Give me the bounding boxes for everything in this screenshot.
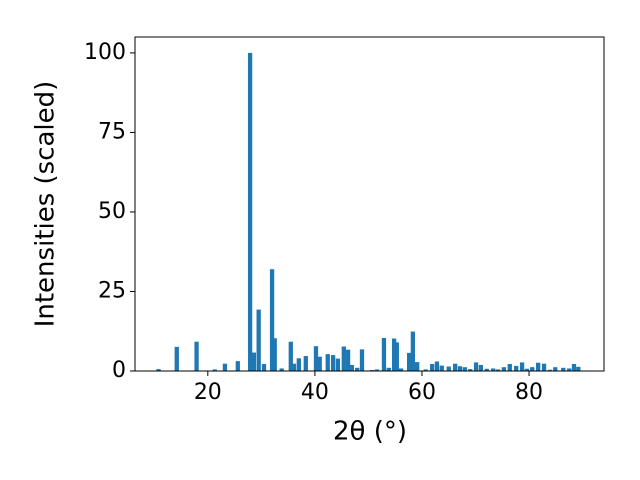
x-tick-label: 60 xyxy=(408,380,436,405)
bar xyxy=(536,362,541,371)
y-tick-label: 0 xyxy=(112,358,126,383)
bar xyxy=(325,354,330,371)
x-axis-label: 2θ (°) xyxy=(333,417,407,447)
bar xyxy=(174,346,179,371)
bar xyxy=(330,355,336,371)
y-tick-label: 25 xyxy=(98,278,126,303)
x-tick-label: 40 xyxy=(301,380,329,405)
y-tick-label: 100 xyxy=(84,40,126,65)
bar xyxy=(406,352,412,371)
bar xyxy=(374,369,380,371)
bar xyxy=(269,269,275,371)
x-tick-label: 20 xyxy=(194,380,222,405)
bar xyxy=(212,369,217,371)
bar xyxy=(247,52,253,372)
bar xyxy=(256,309,261,371)
bar xyxy=(381,337,387,371)
bar xyxy=(446,366,451,371)
x-tick-label: 80 xyxy=(515,380,543,405)
bar xyxy=(495,369,501,371)
bar xyxy=(349,364,354,371)
bar xyxy=(156,369,161,371)
bar xyxy=(341,346,346,371)
bar xyxy=(386,367,391,371)
bar xyxy=(317,356,322,371)
bar xyxy=(524,368,530,371)
bar xyxy=(194,341,199,371)
bar xyxy=(439,365,444,371)
bar xyxy=(391,338,397,371)
bar xyxy=(303,356,308,371)
bar xyxy=(423,369,428,371)
bar xyxy=(501,367,507,371)
bar xyxy=(571,364,577,371)
plot-frame xyxy=(134,36,605,372)
bar xyxy=(457,366,463,371)
bar xyxy=(547,369,553,371)
bar xyxy=(434,361,440,371)
bar xyxy=(541,363,547,371)
bar xyxy=(415,362,420,371)
bar xyxy=(335,358,341,371)
bar xyxy=(296,358,301,371)
bar xyxy=(530,367,535,371)
bar xyxy=(222,363,228,371)
bar xyxy=(473,362,479,371)
bar xyxy=(507,364,512,371)
bar xyxy=(519,362,525,371)
bar xyxy=(514,365,519,371)
bar xyxy=(355,367,360,371)
bar xyxy=(462,367,467,371)
bar xyxy=(313,346,319,371)
bar xyxy=(453,363,458,371)
bar xyxy=(484,368,489,371)
bar xyxy=(288,341,293,371)
y-axis-label: Intensities (scaled) xyxy=(31,81,61,328)
bar xyxy=(478,364,484,371)
bar xyxy=(553,367,558,371)
bar xyxy=(279,368,284,371)
bar xyxy=(345,349,351,371)
bar xyxy=(359,349,365,371)
bar xyxy=(468,369,473,371)
bar xyxy=(567,368,572,371)
bar xyxy=(394,342,399,371)
bar xyxy=(576,366,581,371)
bar xyxy=(491,368,496,371)
bar xyxy=(272,338,277,371)
bar xyxy=(235,361,240,371)
y-tick-label: 75 xyxy=(98,119,126,144)
bar xyxy=(291,363,297,371)
bar xyxy=(398,368,404,371)
y-tick-label: 50 xyxy=(98,199,126,224)
bar xyxy=(429,364,435,371)
bar xyxy=(261,364,267,371)
bar xyxy=(251,352,256,371)
bar xyxy=(561,367,566,371)
bar xyxy=(410,331,416,371)
